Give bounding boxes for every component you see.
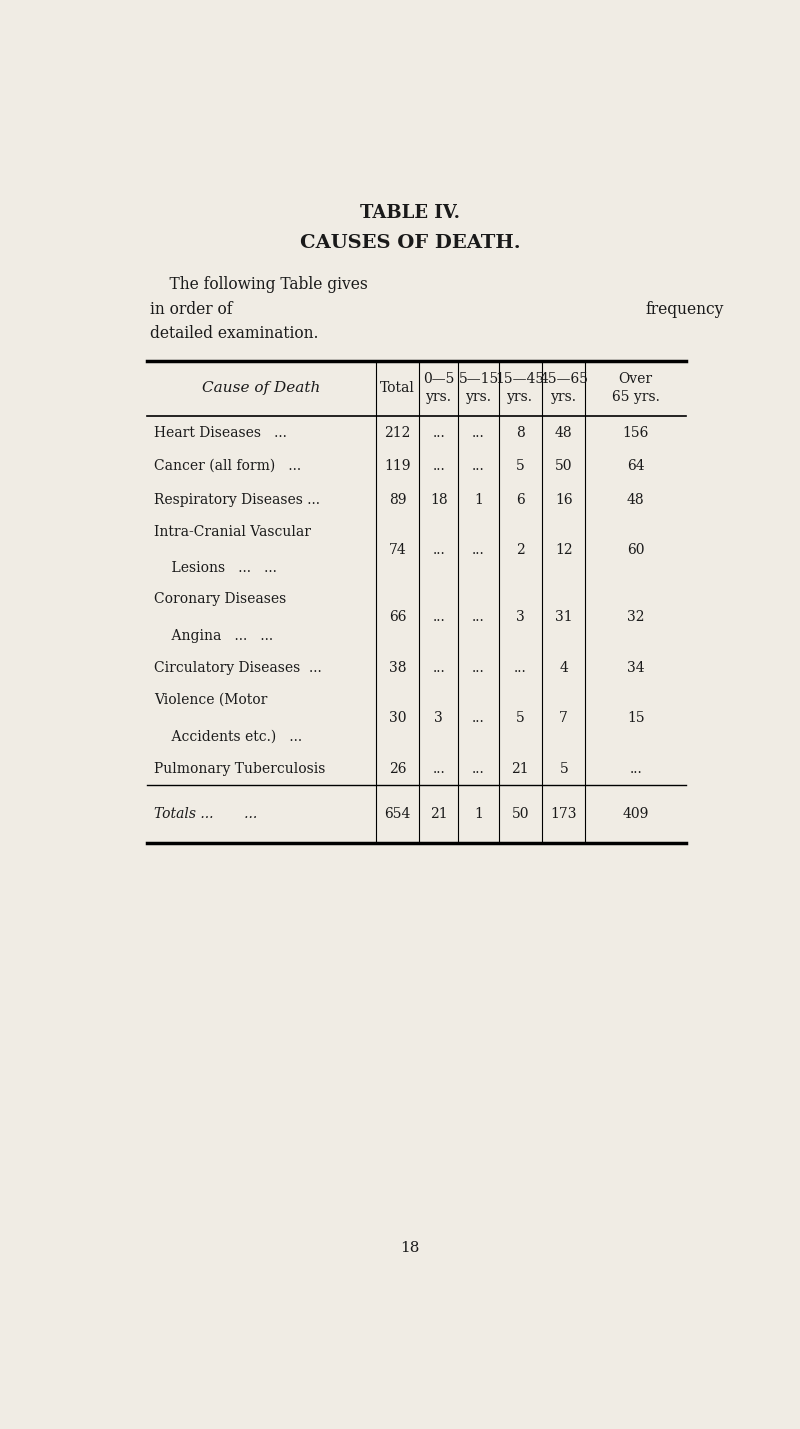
Text: ...: ... [433, 610, 446, 624]
Text: Angina   ...   ...: Angina ... ... [154, 629, 273, 643]
Text: Pulmonary Tuberculosis: Pulmonary Tuberculosis [154, 762, 326, 776]
Text: 64: 64 [627, 459, 645, 473]
Text: 173: 173 [550, 807, 577, 822]
Text: Cause of Death: Cause of Death [202, 382, 320, 396]
Text: 21: 21 [511, 762, 529, 776]
Text: ...: ... [472, 762, 485, 776]
Text: 31: 31 [555, 610, 573, 624]
Text: 6: 6 [516, 493, 525, 507]
Text: Violence (Motor: Violence (Motor [154, 693, 267, 707]
Text: 48: 48 [627, 493, 645, 507]
Text: 1: 1 [474, 493, 483, 507]
Text: 5: 5 [516, 712, 525, 726]
Text: 409: 409 [622, 807, 649, 822]
Text: Cancer (all form)   ...: Cancer (all form) ... [154, 459, 301, 473]
Text: 3: 3 [434, 712, 443, 726]
Text: 8: 8 [516, 426, 525, 440]
Text: 5—15
yrs.: 5—15 yrs. [458, 372, 498, 404]
Text: ...: ... [433, 762, 446, 776]
Text: Accidents etc.)   ...: Accidents etc.) ... [154, 729, 302, 743]
Text: 16: 16 [555, 493, 573, 507]
Text: 66: 66 [389, 610, 406, 624]
Text: ...: ... [472, 712, 485, 726]
Text: 38: 38 [389, 660, 406, 674]
Text: 7: 7 [559, 712, 568, 726]
Text: in order of: in order of [150, 300, 237, 317]
Text: Circulatory Diseases  ...: Circulatory Diseases ... [154, 660, 322, 674]
Text: ...: ... [433, 459, 446, 473]
Text: ...: ... [472, 459, 485, 473]
Text: 119: 119 [384, 459, 411, 473]
Text: 21: 21 [430, 807, 448, 822]
Text: 89: 89 [389, 493, 406, 507]
Text: Lesions   ...   ...: Lesions ... ... [154, 562, 277, 576]
Text: 3: 3 [516, 610, 525, 624]
Text: ...: ... [514, 660, 526, 674]
Text: Coronary Diseases: Coronary Diseases [154, 592, 286, 606]
Text: The following Table gives: The following Table gives [150, 276, 372, 293]
Text: 12: 12 [555, 543, 573, 557]
Text: CAUSES OF DEATH.: CAUSES OF DEATH. [300, 234, 520, 252]
Text: 50: 50 [555, 459, 573, 473]
Text: 18: 18 [430, 493, 448, 507]
Text: ...: ... [630, 762, 642, 776]
Text: 26: 26 [389, 762, 406, 776]
Text: Intra-Cranial Vascular: Intra-Cranial Vascular [154, 524, 311, 539]
Text: Respiratory Diseases ...: Respiratory Diseases ... [154, 493, 320, 507]
Text: 15: 15 [627, 712, 645, 726]
Text: 48: 48 [555, 426, 573, 440]
Text: 156: 156 [622, 426, 649, 440]
Text: 50: 50 [512, 807, 529, 822]
Text: ...: ... [433, 543, 446, 557]
Text: 0—5
yrs.: 0—5 yrs. [423, 372, 454, 404]
Text: ...: ... [472, 610, 485, 624]
Text: frequency: frequency [646, 300, 724, 317]
Text: Heart Diseases   ...: Heart Diseases ... [154, 426, 287, 440]
Text: 5: 5 [516, 459, 525, 473]
Text: 45—65
yrs.: 45—65 yrs. [539, 372, 588, 404]
Text: ...: ... [472, 660, 485, 674]
Text: 5: 5 [559, 762, 568, 776]
Text: 654: 654 [385, 807, 410, 822]
Text: 2: 2 [516, 543, 525, 557]
Text: Totals ...       ...: Totals ... ... [154, 807, 257, 822]
Text: 4: 4 [559, 660, 568, 674]
Text: ...: ... [433, 660, 446, 674]
Text: 74: 74 [389, 543, 406, 557]
Text: 32: 32 [627, 610, 645, 624]
Text: 15—45
yrs.: 15—45 yrs. [496, 372, 545, 404]
Text: Over
65 yrs.: Over 65 yrs. [612, 372, 660, 404]
Text: 34: 34 [627, 660, 645, 674]
Text: ...: ... [472, 426, 485, 440]
Text: 1: 1 [474, 807, 483, 822]
Text: 18: 18 [400, 1240, 420, 1255]
Text: TABLE IV.: TABLE IV. [360, 204, 460, 223]
Text: 212: 212 [385, 426, 410, 440]
Text: 30: 30 [389, 712, 406, 726]
Text: Total: Total [380, 382, 415, 396]
Text: ...: ... [472, 543, 485, 557]
Text: 60: 60 [627, 543, 645, 557]
Text: ...: ... [433, 426, 446, 440]
Text: detailed examination.: detailed examination. [150, 324, 318, 342]
